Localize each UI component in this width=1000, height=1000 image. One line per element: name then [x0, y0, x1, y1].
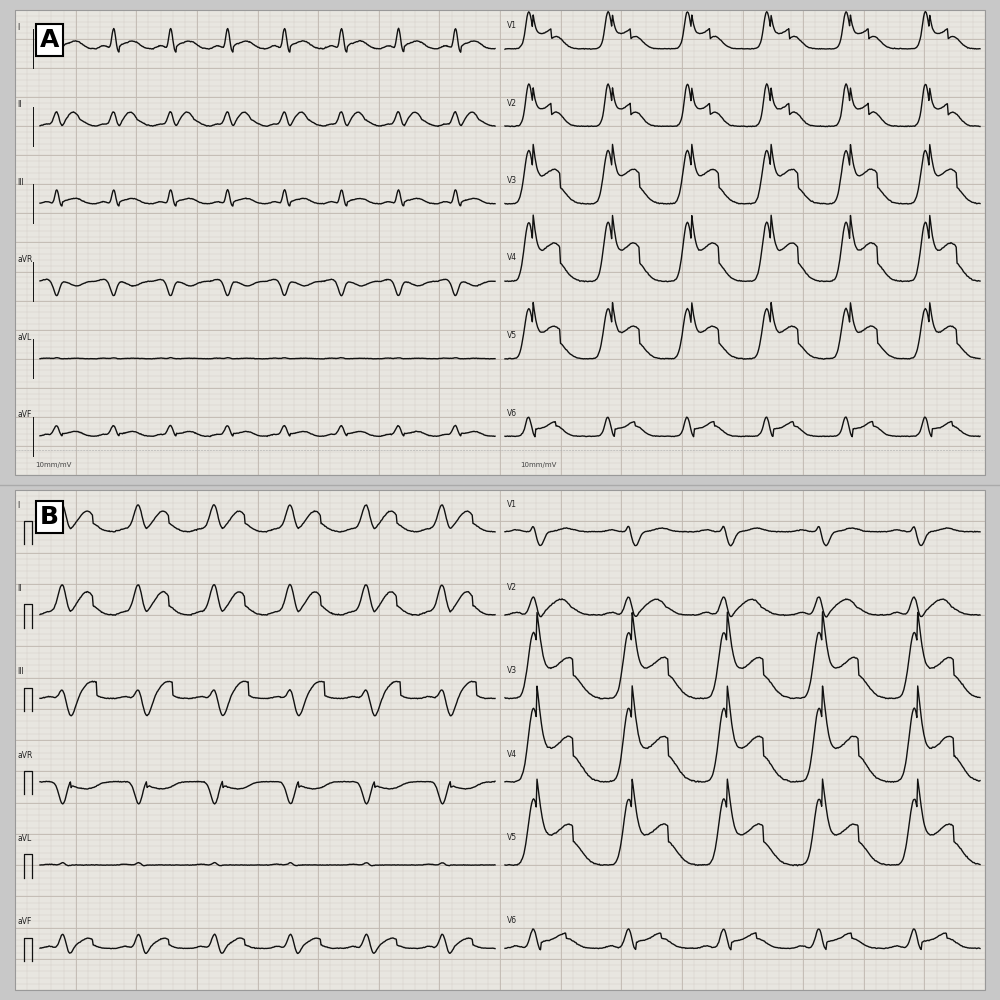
Text: aVF: aVF	[17, 917, 31, 926]
Text: V6: V6	[507, 916, 517, 925]
Text: 10mm/mV: 10mm/mV	[520, 462, 556, 468]
Text: 10mm/mV: 10mm/mV	[35, 462, 71, 468]
Bar	[15, 490, 985, 990]
Text: V3: V3	[507, 666, 517, 675]
Text: V4: V4	[507, 750, 517, 759]
Text: I: I	[17, 23, 19, 32]
Text: II: II	[17, 100, 22, 109]
Text: III: III	[17, 667, 24, 676]
Text: III: III	[17, 178, 24, 187]
Text: aVL: aVL	[17, 834, 31, 843]
Text: B: B	[40, 505, 59, 529]
Text: V2: V2	[507, 99, 517, 107]
Text: V2: V2	[507, 583, 517, 592]
Text: V4: V4	[507, 253, 517, 262]
Text: V1: V1	[507, 21, 517, 30]
Text: aVR: aVR	[17, 750, 32, 760]
Text: V5: V5	[507, 833, 517, 842]
Text: V5: V5	[507, 331, 517, 340]
Text: V3: V3	[507, 176, 517, 185]
Bar	[15, 10, 985, 475]
Text: aVR: aVR	[17, 255, 32, 264]
Text: I: I	[17, 500, 19, 510]
Text: aVF: aVF	[17, 410, 31, 419]
Text: V6: V6	[507, 408, 517, 418]
Text: II: II	[17, 584, 22, 593]
Text: V1: V1	[507, 500, 517, 509]
Bar	[15, 10, 985, 475]
Bar	[15, 490, 985, 990]
Text: A: A	[40, 28, 59, 52]
Text: aVL: aVL	[17, 333, 31, 342]
